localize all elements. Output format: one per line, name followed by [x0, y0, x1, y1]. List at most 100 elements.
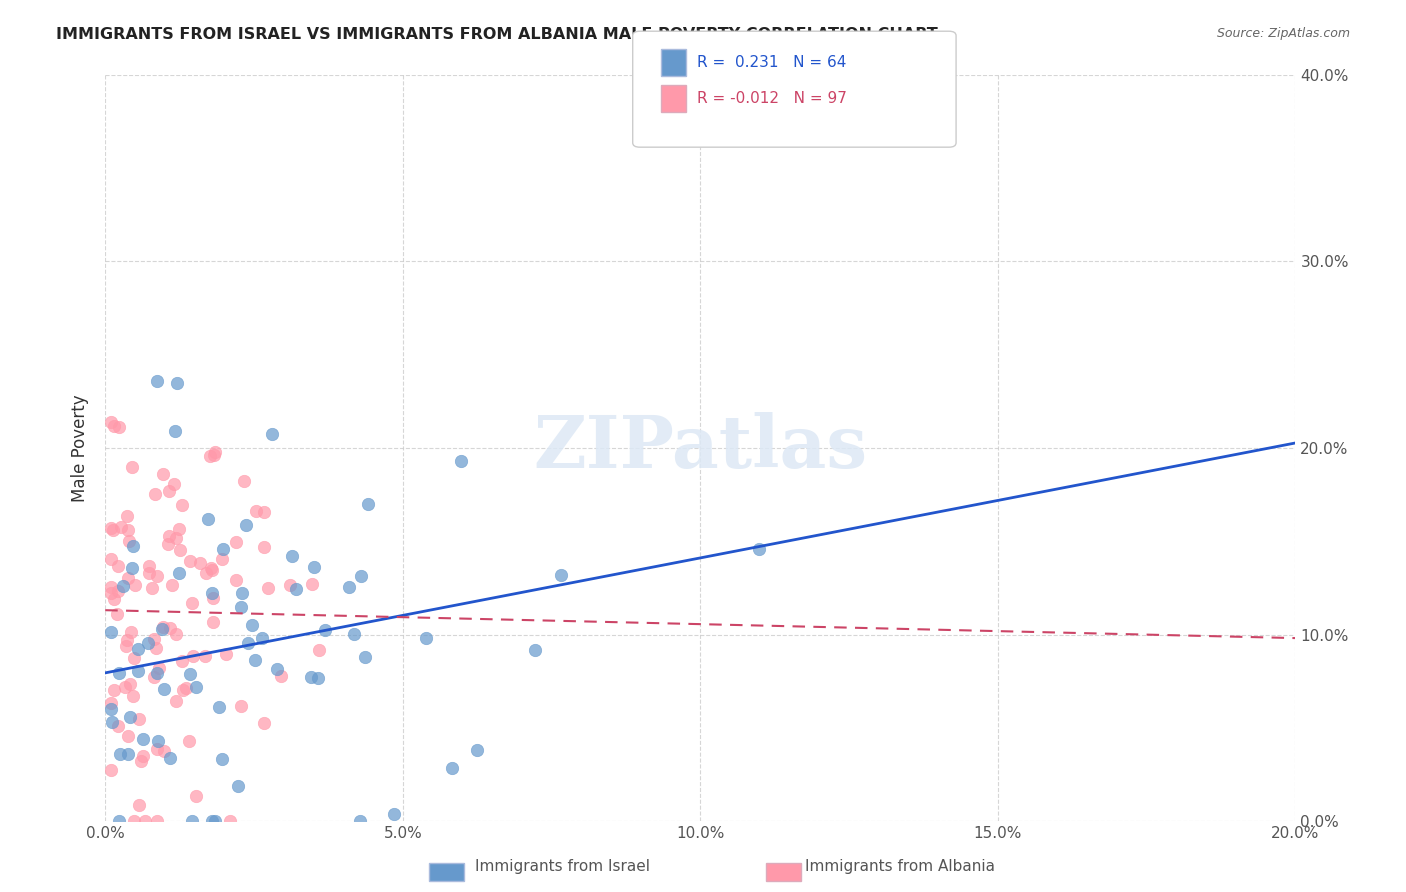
Point [307, 671, 329, 685]
Point [117, 747, 139, 761]
Point [128, 712, 150, 726]
Point [115, 640, 138, 654]
Point [148, 661, 170, 675]
Point [337, 580, 360, 594]
Point [117, 571, 139, 585]
Point [114, 681, 136, 695]
Point [107, 558, 129, 573]
Point [349, 814, 371, 829]
Point [145, 374, 167, 388]
Point [153, 744, 176, 758]
Point [117, 729, 139, 743]
Point [118, 534, 141, 549]
Point [146, 814, 169, 829]
Point [100, 625, 122, 640]
Point [212, 541, 235, 556]
Point [181, 648, 204, 663]
Point [201, 814, 224, 829]
Point [122, 650, 145, 665]
Point [181, 596, 204, 610]
Point [145, 569, 167, 583]
Point [160, 578, 183, 592]
Point [194, 566, 217, 581]
Point [163, 477, 186, 491]
Point [304, 560, 326, 574]
Point [132, 749, 155, 764]
Point [100, 580, 122, 594]
Point [201, 615, 224, 629]
Point [145, 640, 167, 655]
Point [281, 549, 304, 563]
Point [343, 627, 366, 641]
Point [231, 586, 253, 600]
Point [211, 552, 233, 566]
Point [278, 577, 301, 591]
Point [157, 529, 180, 543]
Point [136, 636, 159, 650]
Point [165, 626, 187, 640]
Text: Immigrants from Albania: Immigrants from Albania [804, 859, 995, 874]
Point [253, 540, 276, 554]
Point [260, 427, 283, 442]
Point [100, 415, 122, 429]
Point [143, 632, 166, 646]
Point [166, 531, 188, 545]
Point [117, 523, 139, 537]
Point [127, 641, 149, 656]
Point [124, 578, 146, 592]
Point [188, 556, 211, 570]
Point [219, 814, 242, 829]
Point [141, 581, 163, 595]
Point [240, 617, 263, 632]
Point [211, 752, 233, 766]
Point [103, 592, 125, 607]
Point [245, 504, 267, 518]
Point [184, 789, 207, 803]
Point [132, 731, 155, 746]
Point [169, 522, 191, 536]
Point [350, 569, 373, 583]
Point [204, 445, 226, 459]
Point [101, 714, 124, 729]
Point [108, 747, 131, 762]
Point [748, 542, 770, 557]
Point [153, 681, 176, 696]
Point [233, 474, 256, 488]
Point [142, 669, 165, 683]
Point [181, 814, 204, 829]
Point [301, 577, 323, 591]
Point [121, 460, 143, 475]
Point [148, 734, 170, 748]
Point [202, 448, 225, 462]
Point [166, 694, 188, 708]
Point [172, 498, 194, 512]
Point [250, 631, 273, 645]
Text: ZIPatlas: ZIPatlas [533, 412, 868, 483]
Point [225, 535, 247, 549]
Point [550, 567, 572, 582]
Point [215, 647, 238, 661]
Point [115, 508, 138, 523]
Point [354, 649, 377, 664]
Point [108, 666, 131, 681]
Point [238, 636, 260, 650]
Point [450, 454, 472, 468]
Point [112, 578, 135, 592]
Point [194, 649, 217, 664]
Text: Source: ZipAtlas.com: Source: ZipAtlas.com [1216, 27, 1350, 40]
Point [201, 563, 224, 577]
Point [200, 450, 222, 464]
Point [243, 653, 266, 667]
Point [308, 642, 330, 657]
Point [169, 543, 191, 558]
Point [134, 814, 156, 829]
Point [179, 554, 201, 568]
Point [108, 419, 131, 434]
Point [179, 734, 201, 748]
Point [200, 561, 222, 575]
Point [128, 797, 150, 812]
Point [138, 566, 160, 580]
Point [204, 814, 226, 829]
Point [314, 623, 336, 637]
Point [127, 664, 149, 678]
